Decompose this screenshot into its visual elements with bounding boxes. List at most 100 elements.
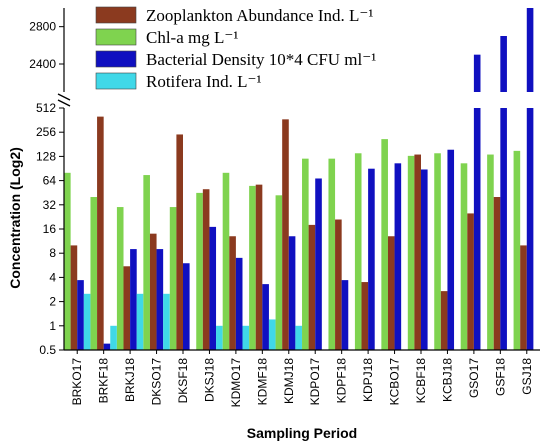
x-axis-title: Sampling Period	[247, 425, 357, 441]
bar-zooplankton-kcbf18	[414, 154, 421, 350]
y-tick-label: 4	[49, 270, 56, 284]
x-tick-label: KDMJ18	[282, 358, 296, 404]
bar-bacterial-gso17	[473, 108, 481, 350]
bar-zooplankton-kdpo17	[308, 224, 316, 350]
bar-rotifera-kdmj18	[295, 325, 302, 350]
y-tick-label: 32	[43, 198, 57, 212]
y-tick-label: 1	[49, 319, 56, 333]
bar-bacterial-dksf18	[183, 263, 190, 350]
x-tick-label: GSJ18	[520, 358, 534, 395]
bar-chla-kdpf18	[328, 158, 336, 350]
bar-bacterial-kdpo17	[315, 178, 322, 350]
y-tick-label: 512	[36, 101, 56, 115]
x-tick-label: KDPF18	[335, 358, 349, 404]
bar-chla-gso17	[460, 163, 468, 350]
bar-chla-brkj18	[116, 207, 124, 350]
bar-rotifera-brkf18	[110, 325, 117, 350]
bar-rotifera-dkso17	[163, 293, 170, 350]
bar-chla-kdmf18	[249, 185, 256, 350]
bar-bacterial-kcbo17	[394, 163, 402, 350]
y-tick-label: 8	[49, 246, 56, 260]
bar-zooplankton-kdmf18	[255, 184, 263, 350]
bar-chla-brkf18	[90, 197, 98, 350]
x-tick-label: KCBO17	[388, 358, 402, 406]
legend-swatch	[95, 50, 137, 68]
bar-bacterial-gsj18	[526, 108, 534, 350]
bar-chla-kcbo17	[381, 139, 388, 350]
bar-zooplankton-kdmo17	[229, 236, 236, 350]
bar-rotifera-brko17	[83, 293, 91, 350]
bar-chla-dksf18	[169, 207, 177, 350]
bar-chla-kdmo17	[222, 172, 230, 350]
bar-zooplankton-dksj18	[202, 189, 210, 350]
bar-rotifera-kdmo17	[242, 325, 250, 350]
y-tick-label: 16	[43, 222, 57, 236]
bar-zooplankton-brkf18	[97, 116, 104, 350]
bar-bacterial-kdmo17	[235, 257, 243, 350]
bar-bacterial-kdpf18	[341, 280, 349, 350]
x-tick-label: KCBJ18	[440, 358, 454, 402]
bar-zooplankton-dksf18	[176, 134, 183, 350]
x-tick-label: KDPJ18	[361, 358, 375, 402]
legend-label: Bacterial Density 10*4 CFU ml⁻¹	[146, 50, 376, 69]
x-tick-label: KDMO17	[229, 358, 243, 408]
y-tick-label: 2800	[29, 20, 56, 34]
bar-chla-gsf18	[487, 154, 494, 350]
legend-label: Rotifera Ind. L⁻¹	[146, 72, 262, 91]
bar-bacterial-kdmj18	[288, 236, 296, 350]
bar-zooplankton-brkj18	[123, 266, 131, 350]
bar-bacterial-brkj18	[130, 249, 137, 350]
bar-chla-dkso17	[143, 175, 150, 350]
y-tick-label: 256	[36, 125, 56, 139]
bar-bacterial-kdmf18	[262, 284, 269, 350]
x-tick-label: DKSO17	[150, 358, 164, 406]
bar-bacterial-gsf18-upper	[500, 36, 507, 92]
bar-bacterial-brkf18	[103, 343, 111, 350]
legend-swatch	[95, 72, 137, 90]
bar-zooplankton-kcbj18	[440, 291, 448, 350]
bar-zooplankton-brko17	[70, 245, 78, 350]
bar-zooplankton-kdpf18	[335, 219, 342, 350]
bar-chla-kcbj18	[434, 153, 441, 350]
legend-label: Zooplankton Abundance Ind. L⁻¹	[146, 6, 373, 25]
bar-bacterial-gso17-upper	[473, 54, 481, 92]
x-tick-label: BRKF18	[97, 358, 111, 404]
bar-zooplankton-kdpj18	[361, 282, 369, 350]
bar-zooplankton-kdmj18	[282, 119, 289, 350]
x-tick-label: BRKJ18	[123, 358, 137, 402]
y-tick-label: 2	[49, 295, 56, 309]
bar-rotifera-brkj18	[136, 293, 144, 350]
legend-label: Chl-a mg L⁻¹	[146, 28, 238, 47]
bar-chla-kdmj18	[275, 195, 283, 350]
y-tick-label: 64	[43, 174, 57, 188]
x-tick-label: GSF18	[493, 358, 507, 396]
x-tick-label: DKSF18	[176, 358, 190, 404]
bar-bacterial-kcbj18	[447, 149, 455, 350]
bar-bacterial-gsf18	[500, 108, 507, 350]
bar-rotifera-dksj18	[216, 325, 223, 350]
bar-zooplankton-gso17	[467, 213, 474, 350]
legend-swatch	[95, 6, 137, 24]
bar-chla-brko17	[64, 172, 71, 350]
bar-chla-dksj18	[196, 192, 203, 350]
bar-bacterial-dksj18	[209, 226, 217, 350]
x-tick-label: DKSJ18	[202, 358, 216, 402]
y-tick-label: 0.5	[39, 343, 56, 357]
bar-zooplankton-gsj18	[520, 245, 527, 350]
bar-bacterial-brko17	[77, 280, 84, 350]
bar-bacterial-kdpj18	[368, 168, 375, 350]
bar-zooplankton-gsf18	[493, 197, 501, 350]
legend-swatch	[95, 28, 137, 46]
bar-chla-kcbf18	[407, 155, 415, 350]
x-tick-label: KCBF18	[414, 358, 428, 404]
bar-chla-kdpj18	[354, 153, 362, 350]
y-tick-label: 128	[36, 149, 56, 163]
axis-break-mark	[57, 93, 71, 101]
bar-rotifera-kdmf18	[268, 319, 276, 350]
bar-bacterial-dkso17	[156, 249, 164, 350]
x-tick-label: KDMF18	[255, 358, 269, 406]
axis-break-mark	[57, 99, 71, 107]
bar-chla-kdpo17	[302, 158, 309, 350]
bar-chla-gsj18	[513, 150, 521, 350]
